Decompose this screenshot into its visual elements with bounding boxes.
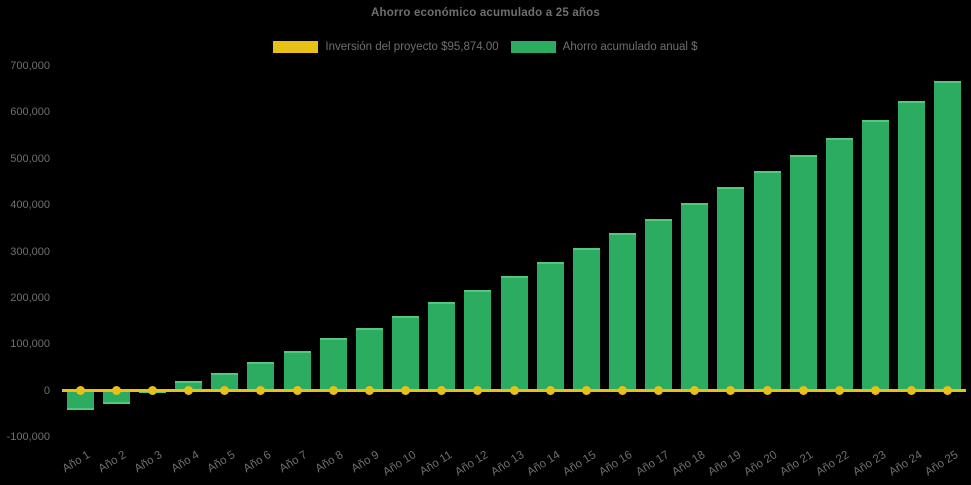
legend-label-inversion: Inversión del proyecto $95,874.00 (325, 41, 499, 53)
investment-line-marker[interactable] (75, 386, 85, 396)
x-tick-label: Año 8 (313, 449, 346, 476)
x-tick-label: Año 25 (922, 449, 961, 479)
bar-año-16[interactable] (608, 232, 636, 391)
y-tick-label: 0 (43, 384, 50, 397)
y-tick-label: 100,000 (10, 338, 50, 351)
investment-line-marker[interactable] (256, 386, 266, 396)
investment-line-marker[interactable] (762, 386, 772, 396)
y-axis-labels: 700,000 600,000 500,000 400,000 300,000 200,0… (0, 60, 50, 443)
x-axis-labels: Año 1 Año 2 Año 3 Año 4 Año 5 Año 6 Año 7 Año 8… (0, 437, 971, 485)
x-tick-label: Año 17 (633, 449, 671, 479)
investment-line-marker[interactable] (437, 386, 447, 396)
x-tick-label: Año 24 (886, 449, 925, 479)
bar-año-2[interactable] (102, 390, 130, 404)
bar-año-1[interactable] (66, 390, 94, 411)
investment-line-marker[interactable] (834, 386, 844, 396)
legend-label-ahorro: Ahorro acumulado anual $ (562, 41, 698, 53)
investment-line-marker[interactable] (292, 386, 302, 396)
y-tick-label: 300,000 (10, 245, 50, 258)
x-tick-label: Año 11 (417, 449, 455, 479)
y-tick-label: -100,000 (6, 431, 50, 443)
investment-line-marker[interactable] (871, 386, 881, 396)
investment-line-marker[interactable] (726, 386, 736, 396)
x-tick-label: Año 15 (561, 449, 599, 479)
investment-line-marker[interactable] (328, 386, 338, 396)
bar-año-21[interactable] (789, 154, 817, 391)
investment-line-marker[interactable] (617, 386, 627, 396)
x-tick-label: Año 23 (850, 449, 888, 479)
investment-line-marker[interactable] (690, 386, 700, 396)
y-tick-label: 200,000 (10, 291, 50, 304)
x-tick-label: Año 18 (669, 449, 708, 479)
bar-año-7[interactable] (283, 350, 311, 391)
y-tick-label: 500,000 (10, 152, 50, 165)
investment-line-marker[interactable] (581, 386, 591, 396)
investment-line-marker[interactable] (184, 386, 194, 396)
legend-swatch-inversion (273, 41, 319, 53)
bar-año-25[interactable] (934, 81, 962, 391)
investment-line-marker[interactable] (147, 386, 157, 396)
x-tick-label: Año 1 (60, 449, 93, 476)
bar-año-8[interactable] (319, 338, 347, 391)
x-tick-label: Año 5 (205, 449, 238, 476)
legend-item-ahorro[interactable]: Ahorro acumulado anual $ (510, 41, 698, 53)
bar-año-23[interactable] (862, 119, 890, 391)
x-tick-label: Año 16 (597, 449, 635, 479)
chart-title: Ahorro económico acumulado a 25 años (371, 7, 600, 19)
x-tick-label: Año 3 (132, 449, 165, 476)
x-tick-label: Año 21 (778, 449, 816, 479)
bar-año-10[interactable] (392, 315, 420, 391)
investment-line-marker[interactable] (943, 386, 953, 396)
investment-line-marker[interactable] (111, 386, 121, 396)
investment-line-marker[interactable] (220, 386, 230, 396)
y-tick-label: 400,000 (10, 199, 50, 212)
x-tick-label: Año 6 (241, 449, 274, 476)
x-tick-label: Año 2 (96, 449, 129, 476)
investment-line-marker[interactable] (798, 386, 808, 396)
x-tick-label: Año 9 (349, 449, 382, 476)
bar-año-24[interactable] (898, 101, 926, 391)
x-tick-label: Año 20 (742, 449, 780, 479)
x-tick-label: Año 14 (525, 449, 563, 479)
y-tick-label: 600,000 (10, 106, 50, 119)
legend-swatch-ahorro (510, 41, 556, 53)
bar-año-4[interactable] (175, 380, 203, 391)
bar-año-14[interactable] (536, 261, 564, 391)
bar-año-12[interactable] (464, 289, 492, 391)
bar-año-17[interactable] (645, 219, 673, 391)
bar-año-13[interactable] (500, 276, 528, 391)
investment-line-marker[interactable] (401, 386, 411, 396)
x-tick-label: Año 13 (489, 449, 527, 479)
x-tick-label: Año 12 (452, 449, 491, 479)
bar-año-18[interactable] (681, 203, 709, 391)
investment-line-marker[interactable] (545, 386, 555, 396)
x-tick-label: Año 10 (380, 449, 418, 479)
bar-año-6[interactable] (247, 361, 275, 391)
investment-line-marker[interactable] (473, 386, 483, 396)
bar-año-22[interactable] (825, 137, 853, 391)
investment-line-marker[interactable] (654, 386, 664, 396)
x-tick-label: Año 4 (169, 449, 201, 476)
bar-año-19[interactable] (717, 187, 745, 391)
legend-item-inversion[interactable]: Inversión del proyecto $95,874.00 (273, 41, 499, 53)
x-tick-label: Año 7 (277, 449, 310, 476)
legend: Inversión del proyecto $95,874.00 Ahorro… (0, 41, 971, 53)
bar-año-9[interactable] (355, 327, 383, 391)
bar-año-15[interactable] (572, 248, 600, 391)
investment-line-marker[interactable] (364, 386, 374, 396)
investment-line-marker[interactable] (509, 386, 519, 396)
investment-line-marker[interactable] (907, 386, 917, 396)
bar-año-20[interactable] (753, 170, 781, 391)
bar-año-5[interactable] (211, 372, 239, 391)
y-tick-label: 700,000 (10, 60, 50, 72)
x-tick-label: Año 19 (706, 449, 744, 479)
x-tick-label: Año 22 (814, 449, 852, 479)
bar-año-11[interactable] (428, 301, 456, 391)
plot-area (62, 66, 966, 437)
